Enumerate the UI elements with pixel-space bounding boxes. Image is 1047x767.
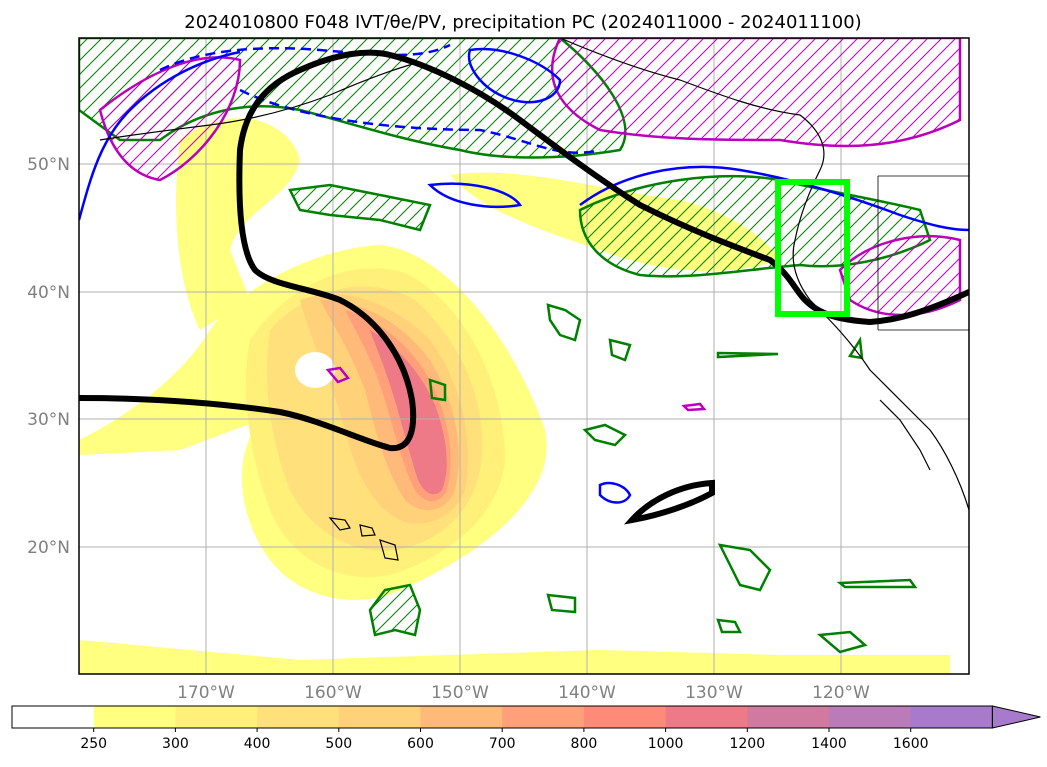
lat-label: 20°N <box>27 538 70 558</box>
colorbar: 250 300 400 500 600 700 800 1000 1200 1400 1600 <box>11 705 1041 752</box>
figure-title: 2024010800 F048 IVT/θe/PV, precipitation… <box>184 12 861 33</box>
colorbar-tick-label: 800 <box>571 736 598 752</box>
colorbar-segment <box>12 706 95 728</box>
colorbar-segment <box>747 706 830 728</box>
scattered-contour <box>816 630 868 654</box>
pv-region-coast <box>550 38 962 148</box>
latitude-labels: 50°N 40°N 30°N 20°N <box>27 155 70 558</box>
ivt-250-band-north <box>176 118 300 331</box>
lon-label: 150°W <box>431 683 489 703</box>
colorbar-tick-label: 500 <box>325 736 352 752</box>
lon-label: 130°W <box>685 683 743 703</box>
pv-region-magenta-east <box>838 235 962 317</box>
pv-neg-contour-dashed-north <box>159 43 451 72</box>
colorbar-tick-label: 1000 <box>648 736 684 752</box>
colorbar-tick-label: 600 <box>407 736 434 752</box>
scattered-contour <box>428 378 447 402</box>
focus-region-box <box>775 179 850 317</box>
pv-region-band <box>288 183 432 232</box>
colorbar-segment <box>910 706 993 728</box>
scattered-contour <box>716 351 779 359</box>
coastlines <box>99 38 969 561</box>
scattered-contour <box>582 423 628 447</box>
coastline-hawaii <box>328 517 399 561</box>
theta-e-contour-main <box>79 49 969 452</box>
longitude-labels: 170°W 160°W 150°W 140°W 130°W 120°W <box>177 683 870 703</box>
coastline-aleutians <box>99 61 421 141</box>
colorbar-segment <box>420 706 503 728</box>
scattered-contour <box>681 402 707 412</box>
state-borders <box>877 175 969 331</box>
scattered-contour <box>836 578 918 589</box>
pv-region-south <box>368 583 422 637</box>
lat-label: 40°N <box>27 283 70 303</box>
colorbar-extend-arrow <box>991 705 1041 729</box>
ivt-hole <box>295 352 335 388</box>
colorbar-segment <box>338 706 421 728</box>
colorbar-segment <box>257 706 340 728</box>
pv-neg-contour-loop <box>467 47 562 104</box>
scattered-contours <box>325 303 918 654</box>
colorbar-tick-label: 1400 <box>811 736 847 752</box>
colorbar-tick-label: 700 <box>489 736 516 752</box>
colorbar-tick-label: 300 <box>162 736 189 752</box>
coastline-north-america <box>559 38 969 511</box>
pv-neg-contour-northwest <box>79 50 241 221</box>
lon-label: 140°W <box>558 683 616 703</box>
scattered-contour <box>717 543 772 592</box>
lat-label: 30°N <box>27 410 70 430</box>
lon-label: 160°W <box>304 683 362 703</box>
colorbar-segment <box>665 706 748 728</box>
lon-label: 170°W <box>177 683 235 703</box>
scattered-contour <box>608 338 632 362</box>
colorbar-tick-label: 1600 <box>893 736 929 752</box>
colorbar-segment <box>502 706 585 728</box>
scattered-contour <box>325 366 351 384</box>
colorbar-tick-label: 1200 <box>729 736 765 752</box>
colorbar-tick-label: 250 <box>80 736 107 752</box>
colorbar-segment <box>829 706 912 728</box>
lat-label: 50°N <box>27 155 70 175</box>
ivt-250-band-south <box>79 640 950 674</box>
pv-neg-contour-small <box>598 481 632 504</box>
map-area <box>79 38 969 674</box>
colorbar-segment <box>175 706 258 728</box>
pv-hatched-regions <box>79 38 962 637</box>
ivt-core <box>370 330 447 495</box>
map-frame <box>78 37 970 675</box>
pv-region-magenta-sw <box>98 56 242 182</box>
lon-label: 120°W <box>812 683 870 703</box>
scattered-contour <box>546 303 582 342</box>
scattered-contour <box>546 593 577 614</box>
pv-neg-contour-band <box>427 182 523 209</box>
coastline-baja <box>879 399 931 471</box>
theta-e-contour-closed <box>623 479 715 525</box>
colorbar-tick-label: 400 <box>244 736 271 752</box>
colorbar-segment <box>583 706 667 728</box>
scattered-contour <box>716 618 743 634</box>
theta-e-contours <box>79 49 969 525</box>
scattered-contour <box>847 336 864 360</box>
colorbar-segment <box>93 706 176 728</box>
